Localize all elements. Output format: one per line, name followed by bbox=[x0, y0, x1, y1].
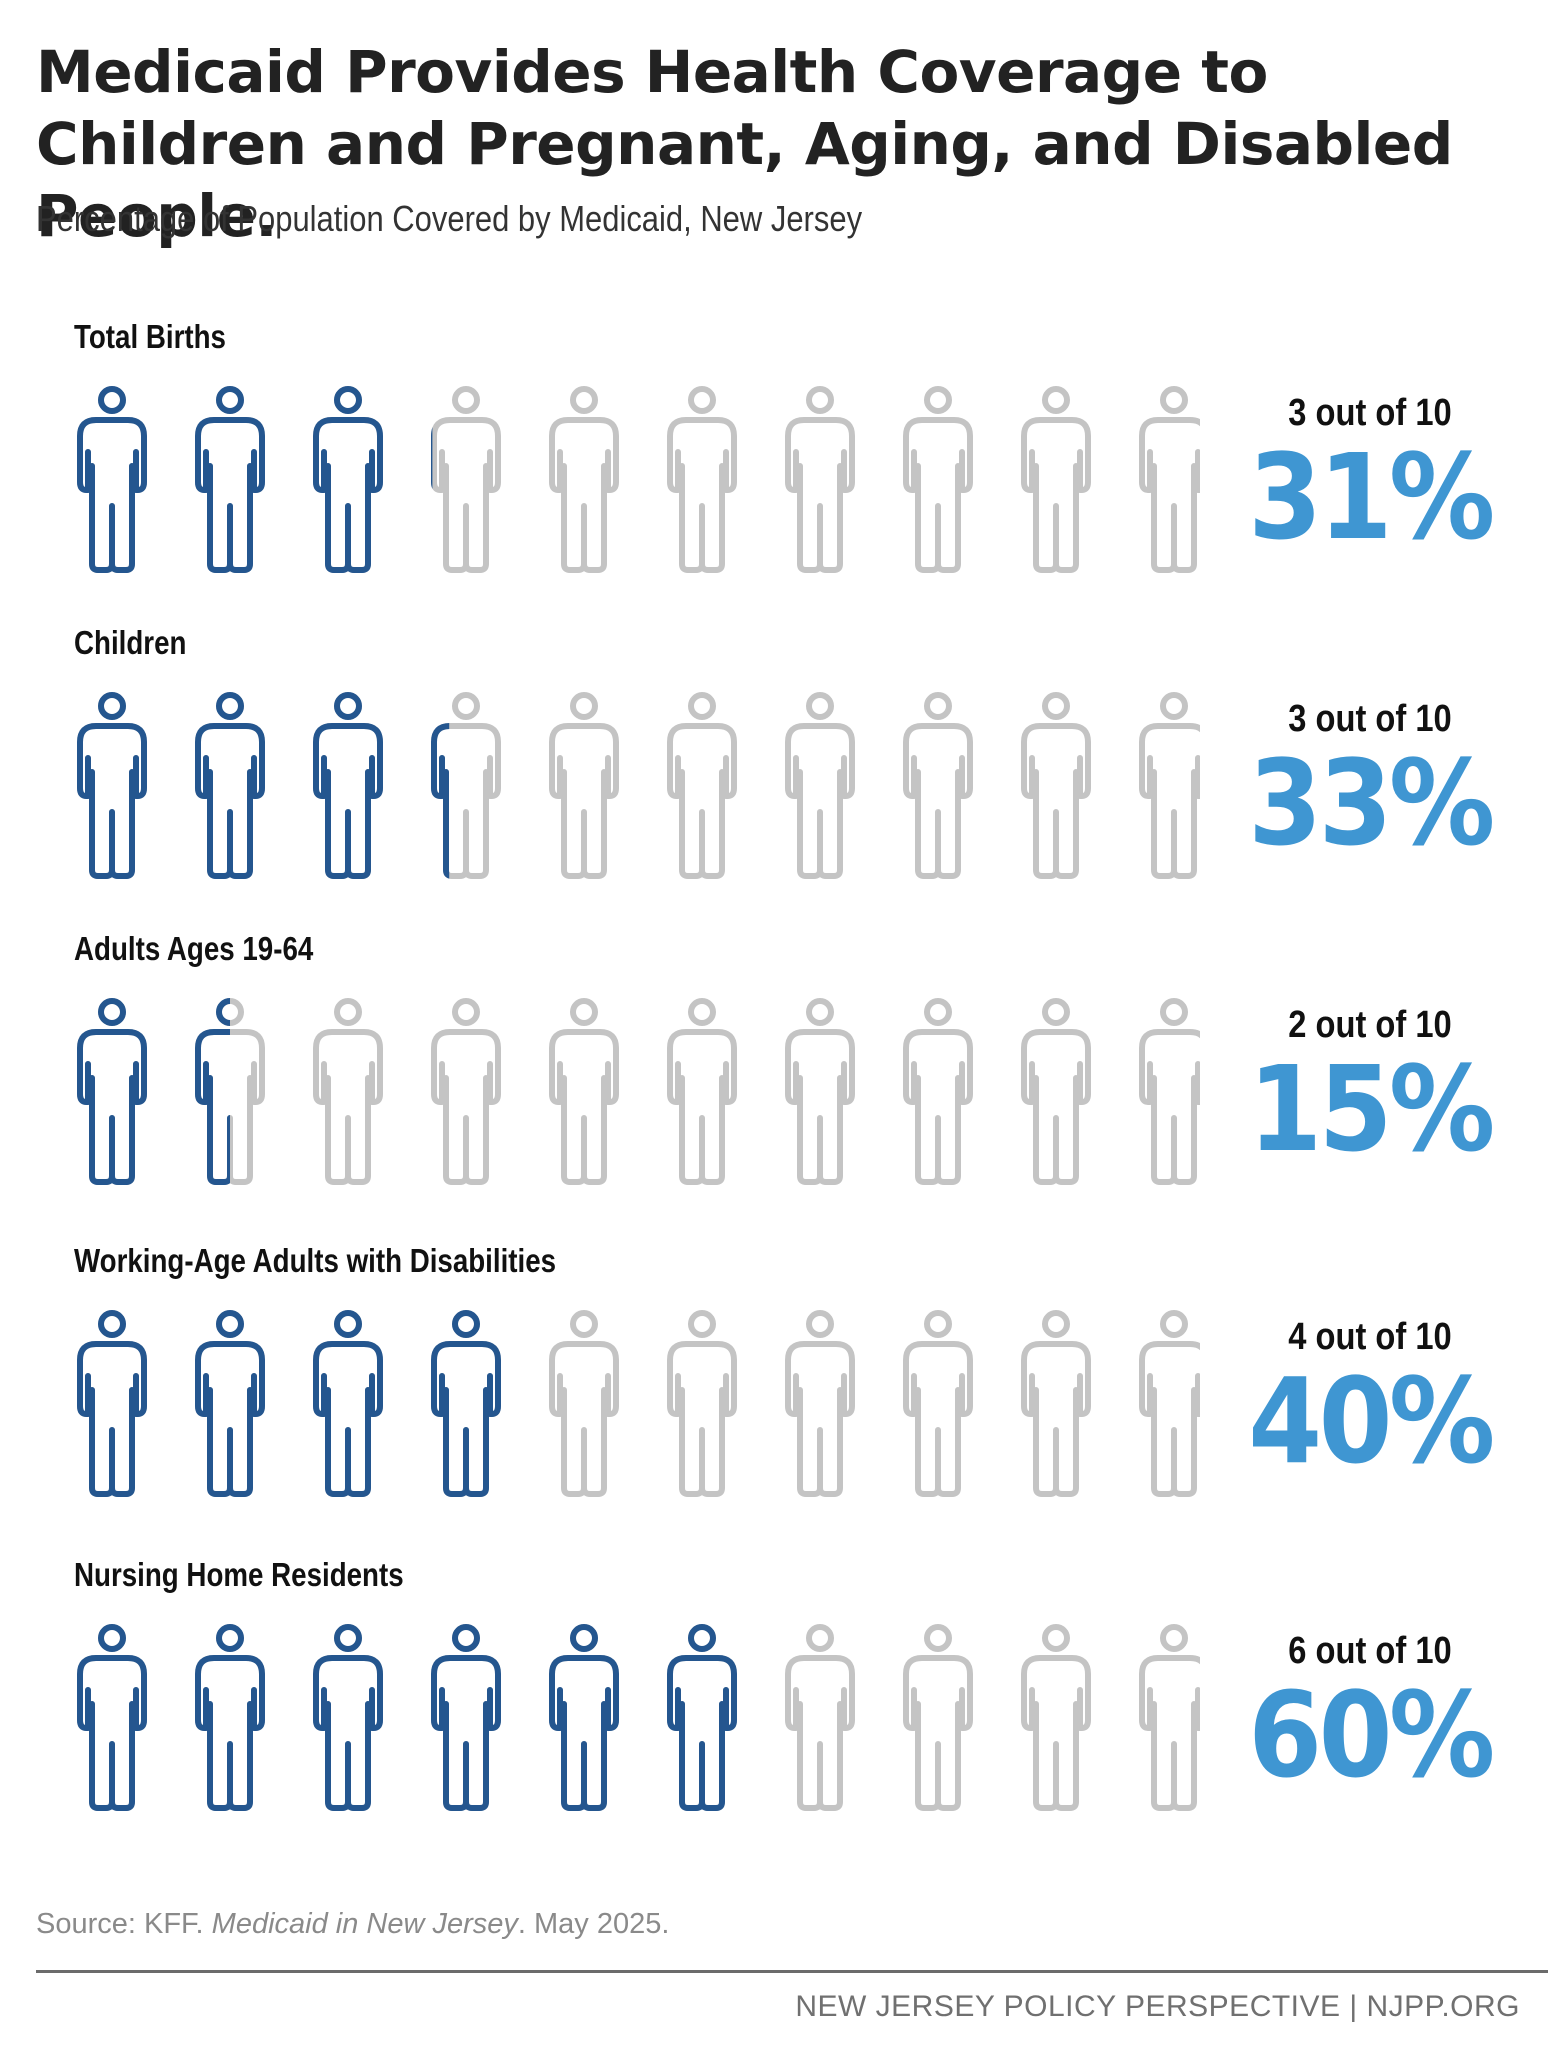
person-icon bbox=[195, 386, 265, 573]
person-icon bbox=[77, 692, 147, 879]
icon-row bbox=[77, 692, 1200, 879]
person-icon bbox=[549, 386, 619, 573]
source-prefix: Source: KFF. bbox=[36, 1908, 212, 1940]
chart-title: Medicaid Provides Health Coverage to Chi… bbox=[36, 38, 1453, 250]
person-icon bbox=[1139, 1624, 1200, 1811]
person-icon bbox=[195, 1310, 265, 1497]
person-icon bbox=[667, 692, 737, 879]
person-icon bbox=[195, 1624, 265, 1811]
person-icon bbox=[77, 386, 147, 573]
footer-divider bbox=[36, 1970, 1548, 1973]
source-suffix: . May 2025. bbox=[517, 1908, 670, 1940]
row-fraction: 2 out of 10 bbox=[1288, 1004, 1452, 1046]
person-icon bbox=[1139, 386, 1200, 573]
chart-subtitle: Percentage of Population Covered by Medi… bbox=[36, 198, 863, 239]
icon-row bbox=[77, 1310, 1200, 1497]
person-icon bbox=[785, 1310, 855, 1497]
source-title: Medicaid in New Jersey bbox=[211, 1908, 518, 1940]
row-fraction: 4 out of 10 bbox=[1288, 1316, 1452, 1358]
person-icon bbox=[549, 1624, 619, 1811]
person-icon bbox=[785, 1624, 855, 1811]
person-icon bbox=[903, 692, 973, 879]
row-fraction: 6 out of 10 bbox=[1288, 1630, 1452, 1672]
person-icon bbox=[903, 1624, 973, 1811]
row-label: Total Births bbox=[74, 318, 226, 355]
row-fraction: 3 out of 10 bbox=[1288, 698, 1452, 740]
person-icon bbox=[667, 1624, 737, 1811]
person-icon bbox=[77, 1310, 147, 1497]
person-icon bbox=[313, 692, 383, 879]
person-icon bbox=[313, 1624, 383, 1811]
person-icon bbox=[1139, 1310, 1200, 1497]
person-icon bbox=[549, 998, 619, 1185]
person-icon bbox=[667, 998, 737, 1185]
icon-row bbox=[77, 1624, 1200, 1811]
person-icon bbox=[1139, 692, 1200, 879]
person-icon bbox=[195, 998, 265, 1185]
row-percent: 60% bbox=[1248, 1666, 1495, 1804]
row-percent: 31% bbox=[1248, 428, 1495, 566]
person-icon bbox=[77, 1624, 147, 1811]
person-icon bbox=[1021, 1310, 1091, 1497]
row-fraction: 3 out of 10 bbox=[1288, 392, 1452, 434]
row-label: Nursing Home Residents bbox=[74, 1556, 404, 1593]
person-icon bbox=[431, 692, 501, 879]
person-icon bbox=[667, 1310, 737, 1497]
row-percent: 15% bbox=[1248, 1040, 1495, 1178]
person-icon bbox=[431, 386, 501, 573]
person-icon bbox=[1021, 1624, 1091, 1811]
row-percent: 40% bbox=[1248, 1352, 1495, 1490]
row-label: Working-Age Adults with Disabilities bbox=[74, 1242, 557, 1279]
person-icon bbox=[549, 1310, 619, 1497]
person-icon bbox=[313, 998, 383, 1185]
person-icon bbox=[195, 692, 265, 879]
person-icon bbox=[431, 1310, 501, 1497]
person-icon bbox=[313, 1310, 383, 1497]
person-icon bbox=[313, 386, 383, 573]
person-icon bbox=[549, 692, 619, 879]
person-icon bbox=[431, 1624, 501, 1811]
person-icon bbox=[903, 1310, 973, 1497]
icon-row bbox=[77, 386, 1200, 573]
row-label: Adults Ages 19-64 bbox=[74, 930, 314, 967]
person-icon bbox=[1139, 998, 1200, 1185]
icon-row bbox=[77, 998, 1200, 1185]
person-icon bbox=[903, 998, 973, 1185]
person-icon bbox=[431, 998, 501, 1185]
row-label: Children bbox=[74, 624, 187, 661]
source-note: Source: KFF. Medicaid in New Jersey. May… bbox=[36, 1908, 669, 1941]
person-icon bbox=[785, 692, 855, 879]
person-icon bbox=[785, 386, 855, 573]
person-icon bbox=[903, 386, 973, 573]
person-icon bbox=[1021, 692, 1091, 879]
person-icon bbox=[667, 386, 737, 573]
person-icon bbox=[785, 998, 855, 1185]
footer-credit: NEW JERSEY POLICY PERSPECTIVE | NJPP.ORG bbox=[795, 1990, 1520, 2023]
person-icon bbox=[1021, 998, 1091, 1185]
person-icon bbox=[77, 998, 147, 1185]
person-icon bbox=[1021, 386, 1091, 573]
row-percent: 33% bbox=[1248, 734, 1495, 872]
